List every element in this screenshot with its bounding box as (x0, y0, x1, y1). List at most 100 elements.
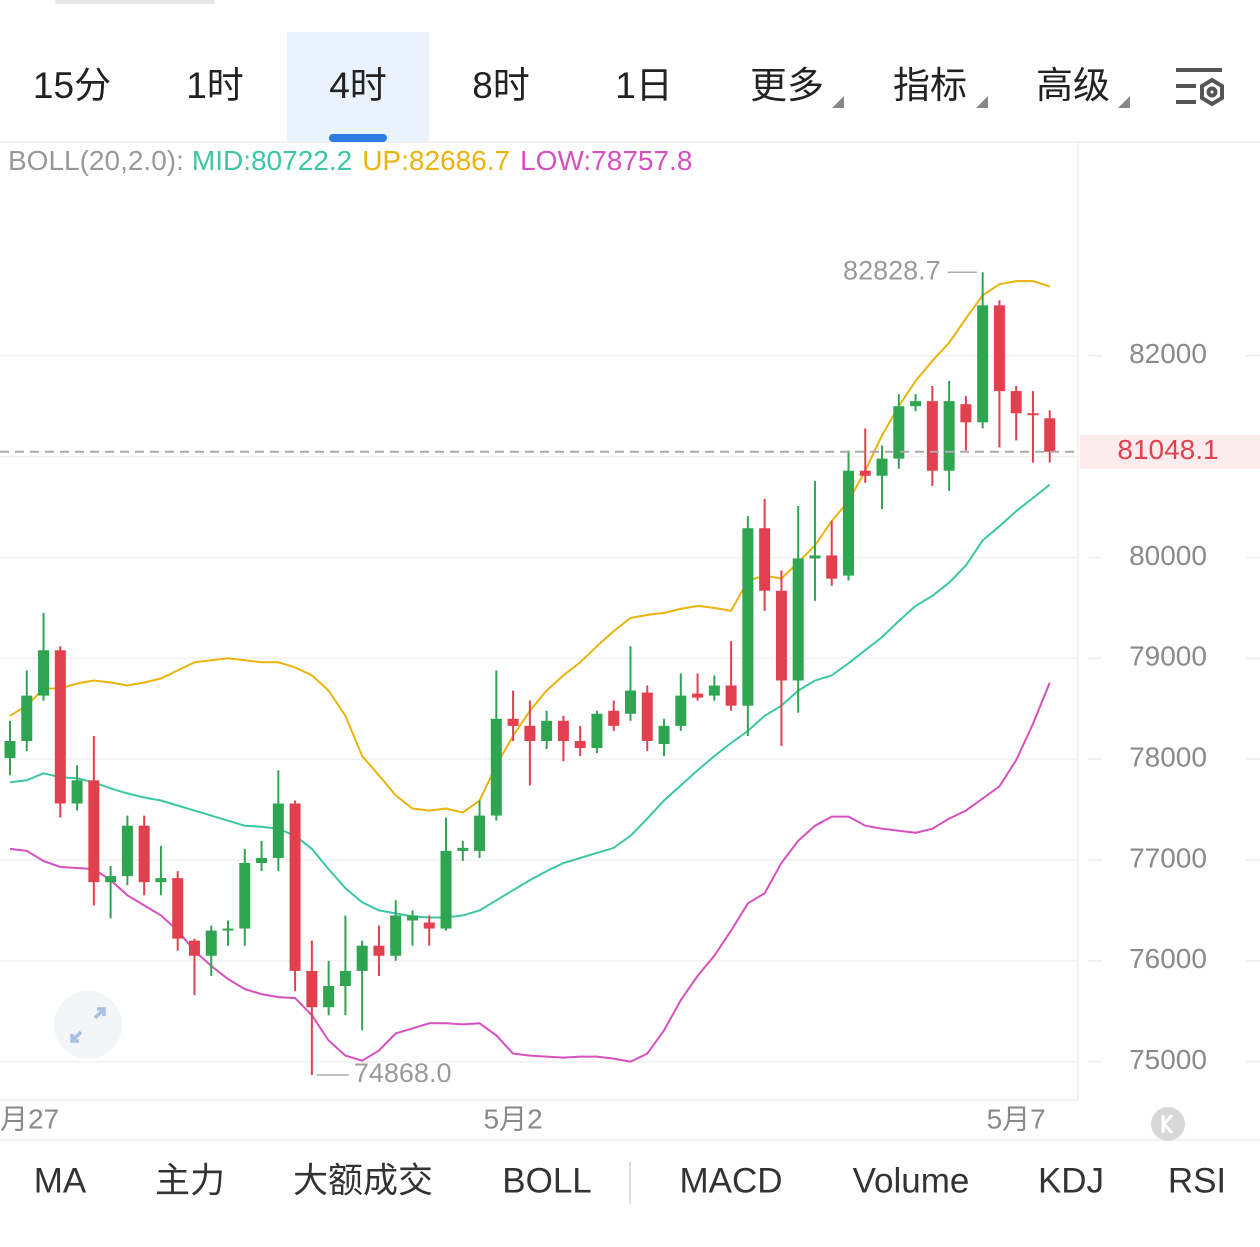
candle-body (172, 878, 184, 939)
legend-name: LOW: (520, 145, 591, 176)
settings-icon[interactable] (1176, 68, 1224, 107)
candle-body (272, 803, 284, 858)
candle-body (1010, 391, 1022, 414)
top-bar (55, 0, 215, 4)
legend: BOLL(20,2.0): MID:80722.2 UP:82686.7 LOW:78… (8, 145, 692, 176)
y-tick-label: 78000 (1129, 742, 1207, 773)
last-price-label: 81048.1 (1117, 434, 1218, 465)
last-price-bg (1080, 434, 1260, 469)
x-tick-label: 5月7 (987, 1103, 1046, 1134)
candle-body (876, 458, 888, 476)
candle-body (809, 555, 821, 559)
dropdown-marks (832, 96, 1130, 108)
tab-selected-bg (287, 32, 429, 142)
candle-body (205, 930, 217, 956)
candle-body (675, 695, 687, 726)
band-line (9, 682, 1051, 1063)
candle-body (926, 401, 938, 471)
legend-value: 80722.2 (251, 145, 352, 176)
candle-body (993, 305, 1005, 392)
indicator-name: BOLL(20,2.0): (8, 145, 184, 176)
indicator-tab[interactable]: MACD (679, 1161, 782, 1200)
candle-body (323, 986, 335, 1008)
candle-body (474, 815, 486, 851)
tab[interactable]: 高级 (1036, 65, 1110, 106)
candle-body (859, 470, 871, 476)
indicator-tab[interactable]: KDJ (1038, 1161, 1104, 1200)
legend-value: 82686.7 (409, 145, 510, 176)
candle-body (88, 780, 100, 883)
tab[interactable]: 8时 (472, 65, 530, 106)
candle-body (574, 740, 586, 749)
x-tick-label: 5月2 (484, 1103, 543, 1134)
y-tick-label: 75000 (1129, 1044, 1207, 1075)
tab-underline (329, 134, 387, 142)
legend-name: MID: (192, 145, 251, 176)
candle-body (38, 650, 50, 696)
candle-body (54, 650, 66, 804)
candle-body (339, 970, 351, 987)
x-tick-label: 月27 (0, 1103, 59, 1134)
plot (4, 272, 1056, 1075)
tab[interactable]: 1日 (615, 65, 673, 106)
candle-body (708, 685, 720, 696)
candle-body (406, 915, 418, 921)
candle-body (591, 713, 603, 749)
indicator-tab[interactable]: 主力 (155, 1161, 225, 1200)
indicator-tab[interactable]: BOLL (502, 1161, 592, 1200)
candle-body (843, 470, 854, 576)
candle-body (742, 528, 754, 706)
candle-body (423, 922, 435, 929)
candle-body (893, 406, 905, 459)
candle-body (188, 940, 200, 956)
candle-body (943, 401, 955, 471)
expand-button[interactable] (54, 991, 122, 1059)
candle-body (256, 857, 268, 864)
tab[interactable]: 15分 (33, 65, 111, 106)
candle-body (222, 928, 234, 931)
candle-body (289, 803, 301, 971)
indicator-tab[interactable]: 大额成交 (293, 1161, 433, 1200)
candle-body (121, 825, 133, 877)
min-label: 74868.0 (354, 1058, 452, 1088)
candle-body (624, 690, 636, 714)
y-tick-label: 80000 (1129, 540, 1207, 571)
band-line (9, 483, 1051, 919)
y-tick-label: 79000 (1129, 641, 1207, 672)
indicator-tab[interactable]: RSI (1168, 1161, 1226, 1200)
candle-body (356, 945, 368, 971)
indicator-tab[interactable]: MA (34, 1161, 87, 1200)
candle-body (1027, 413, 1039, 416)
candle-body (557, 720, 569, 741)
y-tick-label: 77000 (1129, 842, 1207, 873)
candle-body (155, 878, 167, 883)
y-tick-label: 76000 (1129, 943, 1207, 974)
candle-body (440, 850, 452, 929)
tab[interactable]: 更多 (750, 65, 824, 106)
candle-body (4, 740, 16, 759)
candle-body (826, 555, 838, 579)
candle-body (792, 558, 804, 681)
candle-body (507, 718, 519, 726)
tab[interactable]: 指标 (893, 65, 967, 106)
candle-body (71, 780, 83, 804)
candle-body (138, 825, 150, 883)
candle-body (105, 876, 117, 883)
candle-body (608, 710, 620, 726)
tab[interactable]: 1时 (186, 65, 244, 106)
max-label: 82828.7 (843, 255, 941, 285)
candle-body (239, 863, 251, 929)
candle-body (759, 528, 771, 591)
candle-body (457, 847, 469, 851)
candle-body (910, 401, 922, 407)
k-button[interactable] (1151, 1107, 1185, 1141)
candle-body (775, 590, 787, 681)
candle-body (373, 945, 385, 956)
candle-body (21, 695, 33, 741)
indicator-tab[interactable]: Volume (853, 1161, 970, 1200)
candle-body (725, 685, 737, 706)
candle-body (658, 725, 670, 745)
tab[interactable]: 4时 (329, 65, 387, 106)
